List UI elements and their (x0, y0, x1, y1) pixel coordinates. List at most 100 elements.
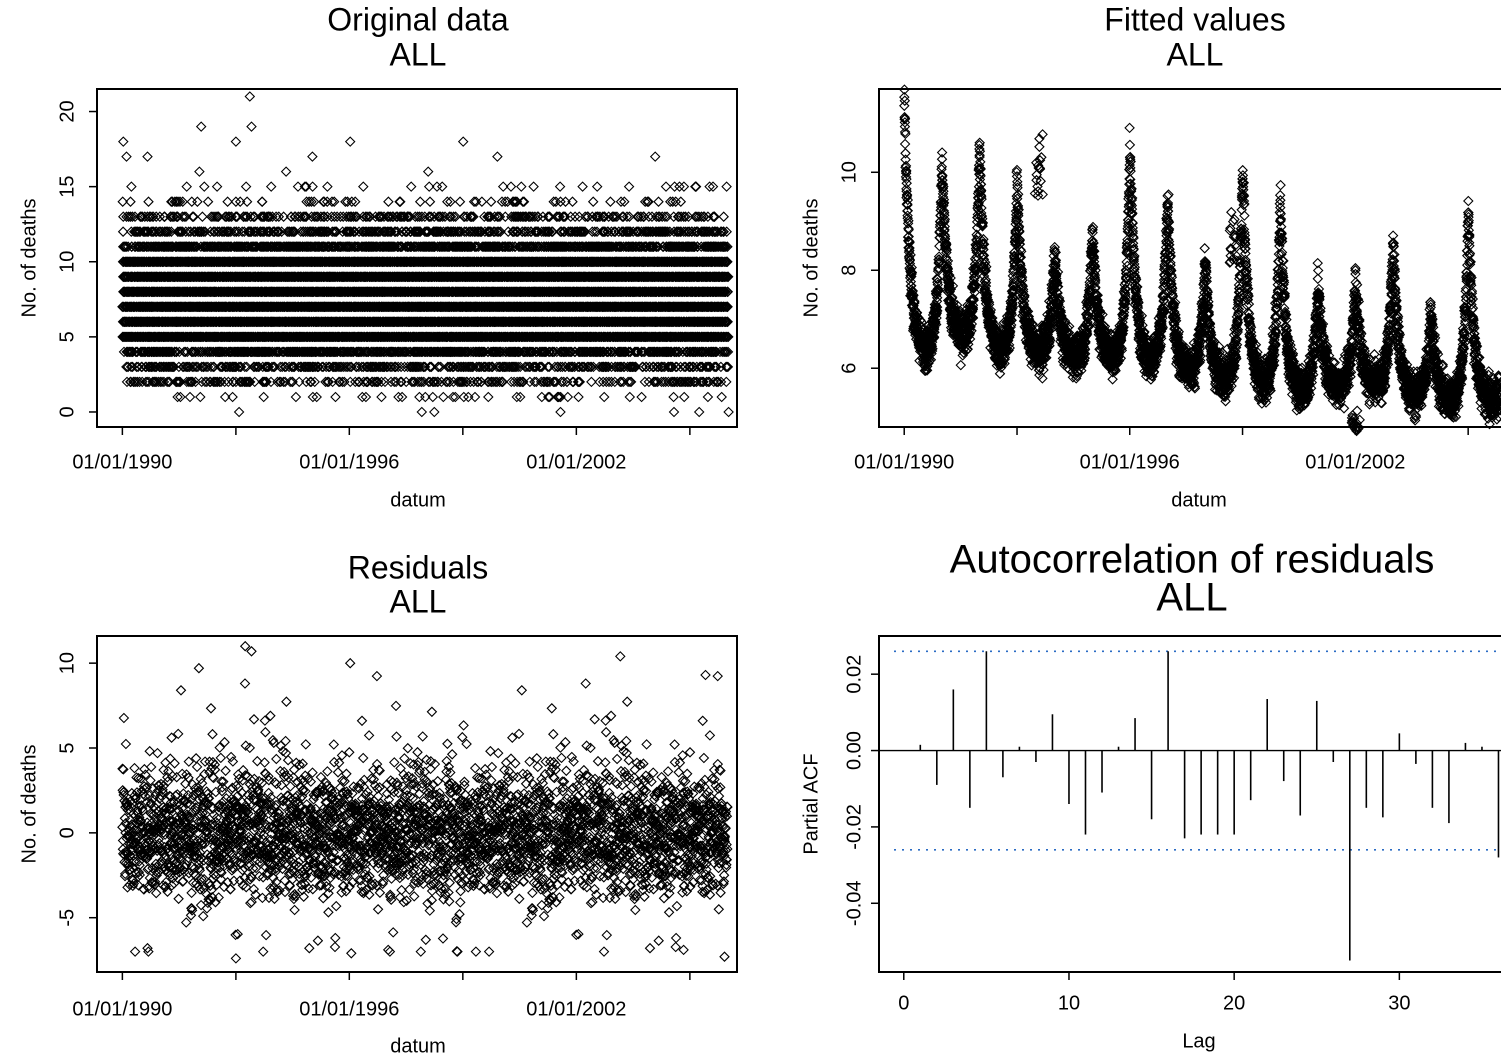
data-point (323, 376, 334, 388)
data-point (309, 361, 321, 373)
data-point (350, 376, 361, 388)
data-point (178, 346, 190, 358)
data-point (601, 376, 612, 388)
data-point (625, 376, 637, 388)
data-point (534, 361, 545, 373)
data-point (290, 391, 302, 403)
data-point (427, 391, 439, 403)
data-point (450, 391, 461, 403)
data-point (132, 361, 144, 373)
data-point (572, 376, 584, 388)
data-point (192, 346, 204, 358)
data-point (454, 361, 466, 373)
data-point (205, 361, 217, 373)
data-point (156, 376, 168, 388)
data-point (210, 376, 222, 388)
data-point (573, 391, 584, 403)
data-point (371, 376, 383, 388)
data-point (293, 376, 305, 388)
data-point (428, 376, 440, 388)
data-point (279, 361, 290, 373)
data-point (187, 376, 198, 388)
data-point (512, 361, 524, 373)
chart-subtitle: ALL (390, 36, 447, 72)
data-point (721, 361, 733, 373)
data-point (628, 361, 640, 373)
data-point (215, 376, 227, 388)
data-point (374, 361, 386, 373)
data-point (583, 361, 594, 373)
data-point (188, 346, 199, 358)
data-point (212, 376, 223, 388)
data-point (475, 361, 487, 373)
data-point (613, 361, 625, 373)
data-point (432, 361, 444, 373)
data-point (469, 391, 481, 403)
data-point (166, 346, 178, 358)
x-tick-label: 01/01/1996 (299, 451, 399, 473)
data-point (668, 391, 679, 403)
data-point (275, 376, 287, 388)
data-point (230, 361, 242, 373)
data-point (586, 361, 597, 373)
data-point (244, 376, 256, 388)
data-point (625, 361, 637, 373)
data-point (279, 376, 291, 388)
data-point (305, 376, 316, 388)
data-point (519, 361, 531, 373)
data-point (127, 346, 139, 358)
data-point (514, 361, 526, 373)
chart-title: Original data (327, 1, 509, 37)
data-point (424, 376, 436, 388)
data-point (721, 376, 732, 388)
data-point (169, 346, 180, 358)
y-tick-label: 0 (56, 406, 78, 417)
data-point (663, 361, 675, 373)
data-point (440, 376, 452, 388)
data-point (214, 376, 225, 388)
data-point (396, 376, 407, 388)
data-point (453, 361, 464, 373)
data-point (666, 361, 677, 373)
data-point (433, 361, 445, 373)
data-point (562, 391, 574, 403)
data-point (155, 376, 166, 388)
data-point (542, 361, 554, 373)
data-point (584, 361, 596, 373)
data-point (615, 376, 627, 388)
data-point (510, 361, 522, 373)
data-point (146, 361, 157, 373)
data-point (353, 361, 365, 373)
data-point (393, 391, 404, 403)
data-point (544, 391, 555, 403)
data-point (722, 361, 734, 373)
data-point (622, 376, 634, 388)
data-point (414, 391, 425, 403)
data-point (252, 361, 264, 373)
data-point (300, 376, 312, 388)
data-point (494, 376, 505, 388)
data-point (675, 361, 686, 373)
data-point (122, 361, 134, 373)
data-point (636, 391, 647, 403)
data-point (483, 391, 494, 403)
data-point (257, 376, 268, 388)
data-point (458, 391, 470, 403)
data-point (313, 361, 324, 373)
data-point (172, 391, 183, 403)
data-point (514, 376, 525, 388)
data-point (354, 376, 365, 388)
data-point (658, 376, 669, 388)
data-point (186, 376, 197, 388)
data-point (569, 361, 580, 373)
data-point (648, 361, 660, 373)
data-point (330, 391, 341, 403)
data-point (286, 361, 297, 373)
data-point (555, 361, 566, 373)
data-point (219, 391, 231, 403)
data-point (615, 361, 626, 373)
y-tick-label: 15 (56, 176, 78, 198)
data-point (360, 391, 372, 403)
data-point (473, 376, 484, 388)
data-point (266, 361, 278, 373)
